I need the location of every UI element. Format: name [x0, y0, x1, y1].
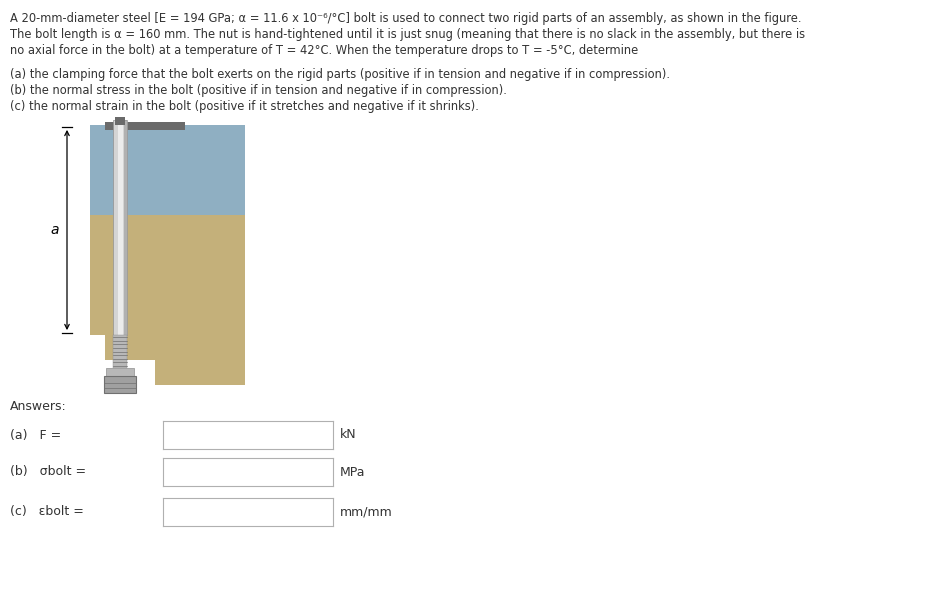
Text: (a)   F =: (a) F = [10, 429, 61, 442]
Text: i: i [147, 465, 151, 479]
Bar [105, 335, 245, 360]
Bar [115, 117, 125, 125]
Text: mm/mm: mm/mm [340, 505, 393, 519]
Text: (b) the normal stress in the bolt (positive if in tension and negative if in com: (b) the normal stress in the bolt (posit… [10, 84, 507, 97]
Bar [104, 376, 136, 393]
Bar [118, 120, 123, 335]
Text: (a) the clamping force that the bolt exerts on the rigid parts (positive if in t: (a) the clamping force that the bolt exe… [10, 68, 670, 81]
Bar [106, 368, 134, 376]
Bar [113, 335, 127, 368]
Text: The bolt length is α = 160 mm. The nut is hand-tightened until it is just snug (: The bolt length is α = 160 mm. The nut i… [10, 28, 805, 41]
Text: A 20-mm-diameter steel [E = 194 GPa; α = 11.6 x 10⁻⁶/°C] bolt is used to connect: A 20-mm-diameter steel [E = 194 GPa; α =… [10, 12, 802, 25]
Text: i: i [147, 505, 151, 519]
Text: Answers:: Answers: [10, 400, 67, 413]
Text: (c) the normal strain in the bolt (positive if it stretches and negative if it s: (c) the normal strain in the bolt (posit… [10, 100, 479, 113]
Text: no axial force in the bolt) at a temperature of T = 42°C. When the temperature d: no axial force in the bolt) at a tempera… [10, 44, 638, 57]
Bar [90, 125, 245, 215]
Bar [124, 120, 127, 335]
Text: i: i [147, 429, 151, 442]
Bar [113, 120, 127, 335]
Text: (c)   εbolt =: (c) εbolt = [10, 505, 84, 519]
Text: a: a [51, 223, 59, 237]
Bar [105, 122, 185, 130]
Text: MPa: MPa [340, 465, 366, 479]
Bar [90, 215, 245, 335]
Text: (b)   σbolt =: (b) σbolt = [10, 465, 86, 479]
Bar [155, 360, 245, 385]
Text: kN: kN [340, 429, 357, 442]
